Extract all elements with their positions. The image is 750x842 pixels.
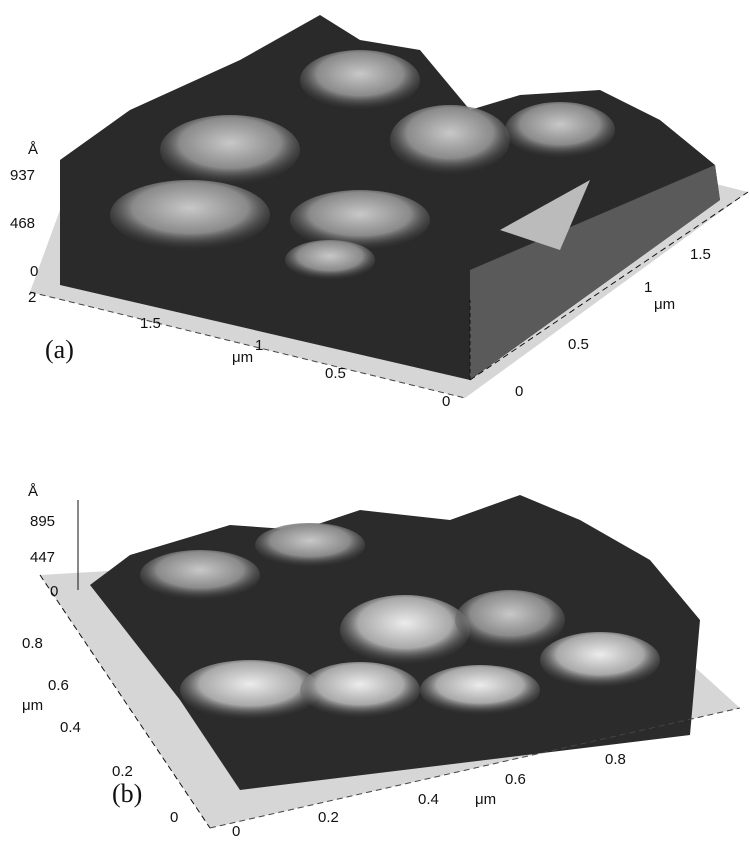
z-tick: 468 — [10, 215, 35, 232]
y-unit: μm — [22, 697, 43, 714]
z-unit: Å — [28, 141, 38, 158]
y-tick: 0.4 — [60, 719, 81, 736]
panel-label: (b) — [112, 779, 142, 808]
x-tick: 0 — [442, 393, 450, 410]
surface-b — [40, 495, 740, 828]
y-tick: 1.5 — [690, 246, 711, 263]
x-tick: 1 — [255, 337, 263, 354]
y-tick: 0 — [170, 809, 178, 826]
y-tick: 0 — [515, 383, 523, 400]
y-tick: 1 — [644, 279, 652, 296]
z-tick: 895 — [30, 513, 55, 530]
x-tick: 1.5 — [140, 315, 161, 332]
surface-a — [30, 15, 748, 398]
x-tick: 0.5 — [325, 365, 346, 382]
figure: Å 937 468 0 2 1.5 μm 1 0.5 0 0 0.5 1 μm … — [0, 0, 750, 842]
z-tick: 0 — [30, 263, 38, 280]
z-unit: Å — [28, 483, 38, 500]
x-tick: 0.6 — [505, 771, 526, 788]
x-tick: 0.2 — [318, 809, 339, 826]
y-tick: 0.6 — [48, 677, 69, 694]
x-tick: 0.8 — [605, 751, 626, 768]
y-tick: 0.2 — [112, 763, 133, 780]
y-unit: μm — [654, 296, 675, 313]
y-tick: 0.8 — [22, 635, 43, 652]
z-tick: 447 — [30, 549, 55, 566]
x-tick: 0.4 — [418, 791, 439, 808]
y-tick: 0.5 — [568, 336, 589, 353]
x-unit: μm — [232, 349, 253, 366]
x-tick: 0 — [232, 823, 240, 840]
x-tick: 2 — [28, 289, 36, 306]
panel-label: (a) — [45, 335, 74, 364]
z-tick: 937 — [10, 167, 35, 184]
z-tick: 0 — [50, 583, 58, 600]
x-unit: μm — [475, 791, 496, 808]
